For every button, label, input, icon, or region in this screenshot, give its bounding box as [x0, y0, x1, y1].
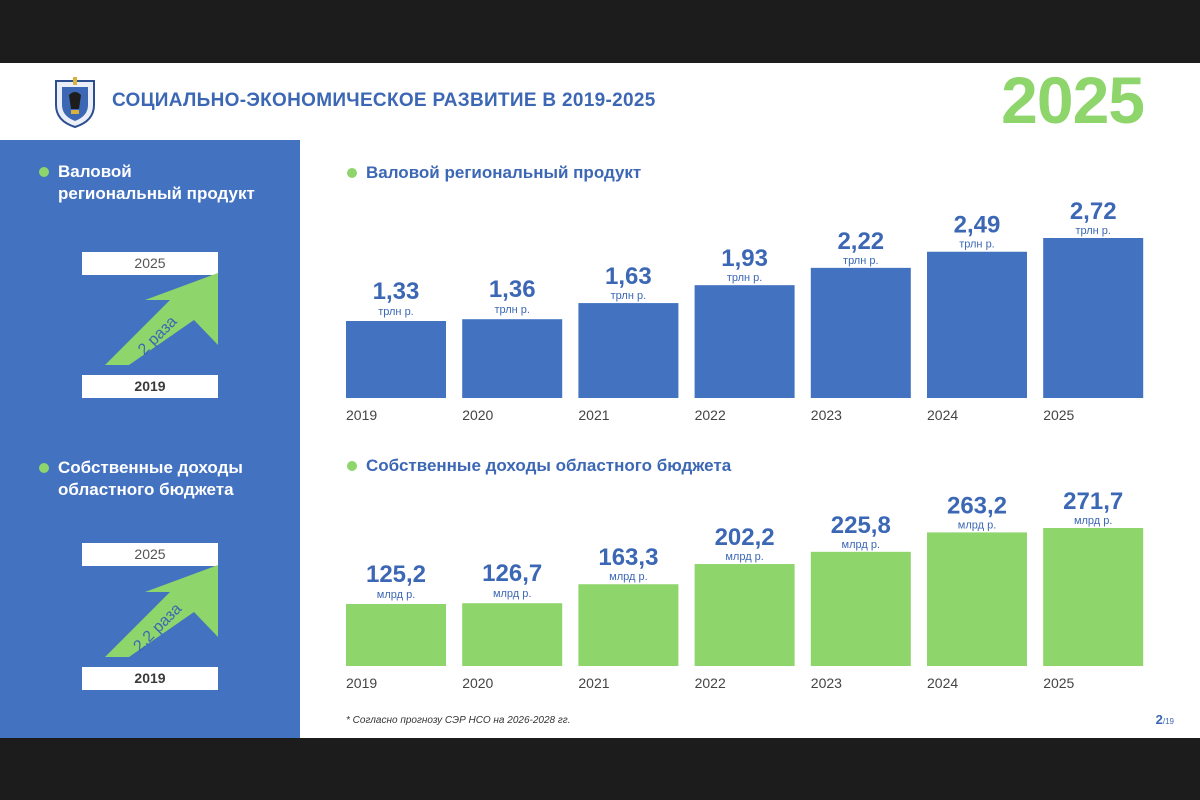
- sidebar-heading-budget-text: Собственные доходы областного бюджета: [58, 458, 243, 499]
- bar: [927, 251, 1027, 398]
- coat-of-arms-icon: [55, 77, 95, 129]
- data-label: 163,3: [598, 544, 658, 571]
- sidebar-budget-bottom-year: 2019: [82, 667, 218, 690]
- x-tick-label: 2019: [346, 407, 377, 423]
- unit-label: трлн р.: [727, 272, 763, 284]
- slide: СОЦИАЛЬНО-ЭКОНОМИЧЕСКОЕ РАЗВИТИЕ В 2019-…: [0, 63, 1200, 738]
- bar: [346, 321, 446, 398]
- chart-title-grp-text: Валовой региональный продукт: [366, 163, 642, 182]
- sidebar-heading-grp-text: Валовой региональный продукт: [58, 162, 255, 203]
- bullet-dot: [39, 463, 49, 473]
- unit-label: млрд р.: [377, 589, 416, 601]
- x-tick-label: 2022: [695, 407, 726, 423]
- bar: [462, 603, 563, 666]
- data-label: 1,93: [721, 245, 768, 272]
- x-tick-label: 2021: [578, 407, 609, 423]
- data-label: 1,63: [605, 263, 652, 290]
- data-label: 125,2: [366, 561, 426, 588]
- unit-label: трлн р.: [1075, 225, 1111, 237]
- data-label: 2,72: [1070, 198, 1117, 225]
- bullet-dot: [39, 167, 49, 177]
- page-current: 2: [1155, 712, 1163, 727]
- bar: [346, 604, 446, 666]
- page-total: /19: [1162, 717, 1174, 726]
- data-label: 126,7: [482, 560, 542, 587]
- footnote: * Согласно прогнозу СЭР НСО на 2026-2028…: [346, 715, 571, 726]
- page-title: СОЦИАЛЬНО-ЭКОНОМИЧЕСКОЕ РАЗВИТИЕ В 2019-…: [112, 90, 656, 111]
- unit-label: трлн р.: [494, 304, 530, 316]
- bar: [694, 564, 795, 666]
- x-tick-label: 2023: [811, 407, 842, 423]
- bar: [578, 584, 679, 666]
- data-label: 1,36: [489, 276, 536, 303]
- data-label: 202,2: [715, 524, 775, 551]
- sidebar-heading-budget: Собственные доходы областного бюджета: [39, 457, 273, 501]
- bar: [810, 551, 911, 666]
- chart-title-budget-text: Собственные доходы областного бюджета: [366, 456, 732, 475]
- bar: [462, 319, 563, 398]
- bullet-dot: [347, 168, 357, 178]
- x-tick-label: 2021: [578, 675, 609, 691]
- chart-title-grp: Валовой региональный продукт: [347, 163, 642, 183]
- unit-label: трлн р.: [378, 306, 414, 318]
- bar: [1043, 528, 1144, 666]
- sidebar-grp-bottom-year: 2019: [82, 375, 218, 398]
- data-label: 263,2: [947, 492, 1007, 519]
- unit-label: трлн р.: [959, 239, 995, 251]
- x-tick-label: 2025: [1043, 675, 1074, 691]
- data-label: 225,8: [831, 512, 891, 539]
- x-tick-label: 2022: [695, 675, 726, 691]
- x-tick-label: 2020: [462, 407, 493, 423]
- sidebar-grp-top-year: 2025: [82, 252, 218, 275]
- bar: [578, 303, 679, 398]
- bullet-dot: [347, 461, 357, 471]
- bar: [694, 285, 795, 398]
- data-label: 271,7: [1063, 488, 1123, 515]
- unit-label: млрд р.: [493, 588, 532, 600]
- x-tick-label: 2024: [927, 407, 958, 423]
- data-label: 2,49: [954, 212, 1001, 239]
- data-label: 1,33: [373, 278, 420, 305]
- unit-label: млрд р.: [609, 571, 648, 583]
- unit-label: млрд р.: [958, 519, 997, 531]
- sidebar-heading-grp: Валовой региональный продукт: [39, 161, 258, 205]
- growth-arrow-icon: 2 раза: [105, 273, 218, 365]
- unit-label: млрд р.: [725, 551, 764, 563]
- x-tick-label: 2024: [927, 675, 958, 691]
- x-tick-label: 2019: [346, 675, 377, 691]
- bar: [927, 532, 1027, 666]
- data-label: 2,22: [837, 228, 884, 255]
- growth-arrow-icon: 2,2 раза: [105, 565, 218, 657]
- sidebar-budget-top-year: 2025: [82, 543, 218, 566]
- sidebar: Валовой региональный продукт 2025 2 раза…: [0, 140, 300, 738]
- unit-label: млрд р.: [842, 539, 881, 551]
- page-number: 2/19: [1156, 712, 1174, 727]
- chart-title-budget: Собственные доходы областного бюджета: [347, 456, 732, 476]
- x-tick-label: 2025: [1043, 407, 1074, 423]
- big-year-label: 2025: [1001, 63, 1145, 137]
- unit-label: трлн р.: [611, 290, 647, 302]
- unit-label: трлн р.: [843, 255, 879, 267]
- unit-label: млрд р.: [1074, 515, 1113, 527]
- x-tick-label: 2020: [462, 675, 493, 691]
- bar: [810, 267, 911, 398]
- x-tick-label: 2023: [811, 675, 842, 691]
- bar: [1043, 238, 1144, 398]
